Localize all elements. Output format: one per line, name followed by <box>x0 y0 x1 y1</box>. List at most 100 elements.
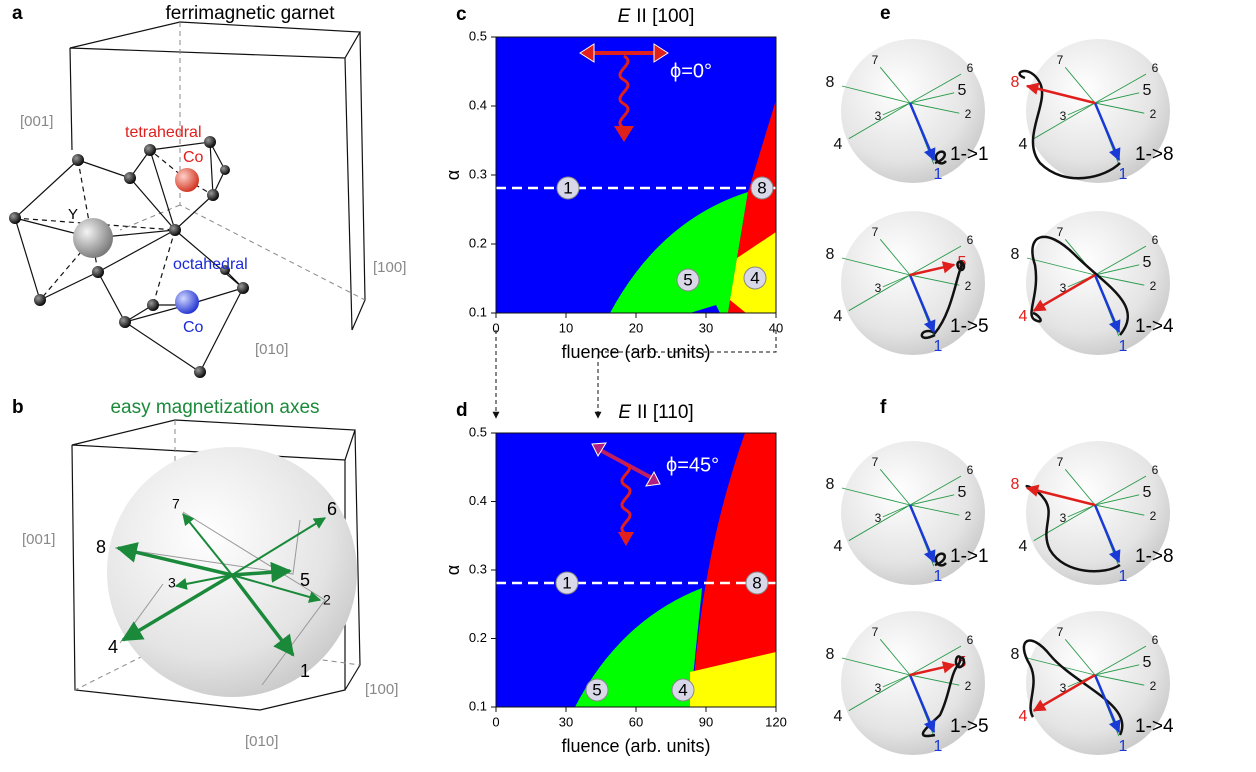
axis-number: 7 <box>1057 53 1064 67</box>
cube <box>70 22 365 330</box>
panel-title: EII [110] <box>618 402 693 423</box>
axis-number: 7 <box>1057 455 1064 469</box>
direction-label: [010] <box>255 341 288 358</box>
y-tick-label: 0.2 <box>469 235 487 250</box>
axis-number: 7 <box>172 496 180 512</box>
axis-number: 1 <box>934 738 943 755</box>
axis-number: 1 <box>934 568 943 585</box>
direction-label: [001] <box>20 113 53 130</box>
axis-number: 8 <box>1011 476 1020 493</box>
axis-number: 2 <box>965 509 972 523</box>
panel-label: b <box>12 397 24 418</box>
panel-title: easy magnetization axes <box>110 397 319 418</box>
axis-number: 1 <box>300 661 310 681</box>
transition-caption: 1->1 <box>950 144 989 165</box>
state-label: 1 <box>562 573 571 592</box>
axis-number: 5 <box>300 570 310 590</box>
y-axis-label: α <box>443 170 463 180</box>
panel-d <box>496 433 776 707</box>
axis-number: 6 <box>967 463 974 477</box>
axis-number: 8 <box>826 246 835 263</box>
state-label: 5 <box>683 270 692 289</box>
x-axis-label: fluence (arb. units) <box>561 342 710 362</box>
axis-number: 5 <box>1143 484 1152 501</box>
axis-number: 2 <box>1150 279 1157 293</box>
y-axis-label: α <box>443 565 463 575</box>
figure: a ferrimagnetic garnet Y tetrahedral Co … <box>0 0 1256 767</box>
axis-number: 8 <box>826 74 835 91</box>
axis-number: 1 <box>934 166 943 183</box>
axis-number: 2 <box>1150 679 1157 693</box>
axis-number: 6 <box>327 499 337 519</box>
axis-number: 4 <box>834 708 843 725</box>
transition-caption: 1->5 <box>950 716 989 737</box>
axis-number: 4 <box>1019 708 1028 725</box>
direction-label: [100] <box>365 681 398 698</box>
axis-number: 5 <box>1143 654 1152 671</box>
state-label: 8 <box>752 573 761 592</box>
axis-number: 7 <box>1057 225 1064 239</box>
axis-number: 2 <box>1150 107 1157 121</box>
axis-number: 7 <box>872 625 879 639</box>
sphere <box>107 447 357 697</box>
panel-label: f <box>880 397 887 418</box>
axis-number: 7 <box>872 53 879 67</box>
axis-number: 7 <box>872 225 879 239</box>
direction-label: [100] <box>373 259 406 276</box>
axis-number: 2 <box>965 679 972 693</box>
panel-a: a ferrimagnetic garnet Y tetrahedral Co … <box>9 3 406 378</box>
axis-number: 2 <box>1150 509 1157 523</box>
axis-number: 8 <box>826 646 835 663</box>
atom-label: Co <box>183 149 204 166</box>
x-tick-label: 30 <box>559 714 573 729</box>
axis-number: 1 <box>1119 738 1128 755</box>
transition-caption: 1->8 <box>1135 144 1174 165</box>
y-tick-label: 0.1 <box>469 698 487 713</box>
axis-number: 4 <box>834 308 843 325</box>
axis-number: 8 <box>1011 646 1020 663</box>
axis-number: 6 <box>967 61 974 75</box>
axis-number: 5 <box>958 82 967 99</box>
axis-number: 8 <box>96 537 106 557</box>
axis-number: 6 <box>1152 61 1159 75</box>
state-label: 5 <box>592 680 601 699</box>
axis-number: 7 <box>872 455 879 469</box>
y-tick-label: 0.5 <box>469 28 487 43</box>
x-tick-label: 30 <box>699 320 713 335</box>
axis-number: 6 <box>967 233 974 247</box>
direction-label: [010] <box>245 733 278 750</box>
panel-b: b easy magnetization axes 1 2 3 4 5 6 7 … <box>12 397 398 750</box>
axis-number: 3 <box>168 575 176 591</box>
axis-number: 1 <box>1119 568 1128 585</box>
axis-number: 6 <box>1152 233 1159 247</box>
axis-number: 5 <box>1143 82 1152 99</box>
y-tick-label: 0.1 <box>469 304 487 319</box>
x-tick-label: 0 <box>492 320 499 335</box>
x-tick-label: 0 <box>492 714 499 729</box>
axis-number: 1 <box>1119 166 1128 183</box>
x-tick-label: 20 <box>629 320 643 335</box>
axis-number: 4 <box>1019 308 1028 325</box>
transition-caption: 1->8 <box>1135 546 1174 567</box>
x-tick-label: 40 <box>769 320 783 335</box>
y-tick-label: 0.5 <box>469 424 487 439</box>
x-tick-label: 10 <box>559 320 573 335</box>
state-label: 4 <box>678 680 687 699</box>
y-tick-label: 0.2 <box>469 630 487 645</box>
x-tick-label: 120 <box>765 714 787 729</box>
transition-caption: 1->1 <box>950 546 989 567</box>
panel-c <box>496 37 776 313</box>
polarization-label: ϕ=45° <box>666 454 719 476</box>
y-tick-label: 0.4 <box>469 493 487 508</box>
direction-label: [001] <box>22 531 55 548</box>
title-direction: II [110] <box>637 402 694 423</box>
transition-caption: 1->4 <box>1135 716 1174 737</box>
polarization-label: ϕ=0° <box>670 60 712 82</box>
axis-number: 2 <box>965 279 972 293</box>
panel-label: e <box>880 3 891 24</box>
atom-label: Co <box>183 319 204 336</box>
state-label: 4 <box>750 268 759 287</box>
